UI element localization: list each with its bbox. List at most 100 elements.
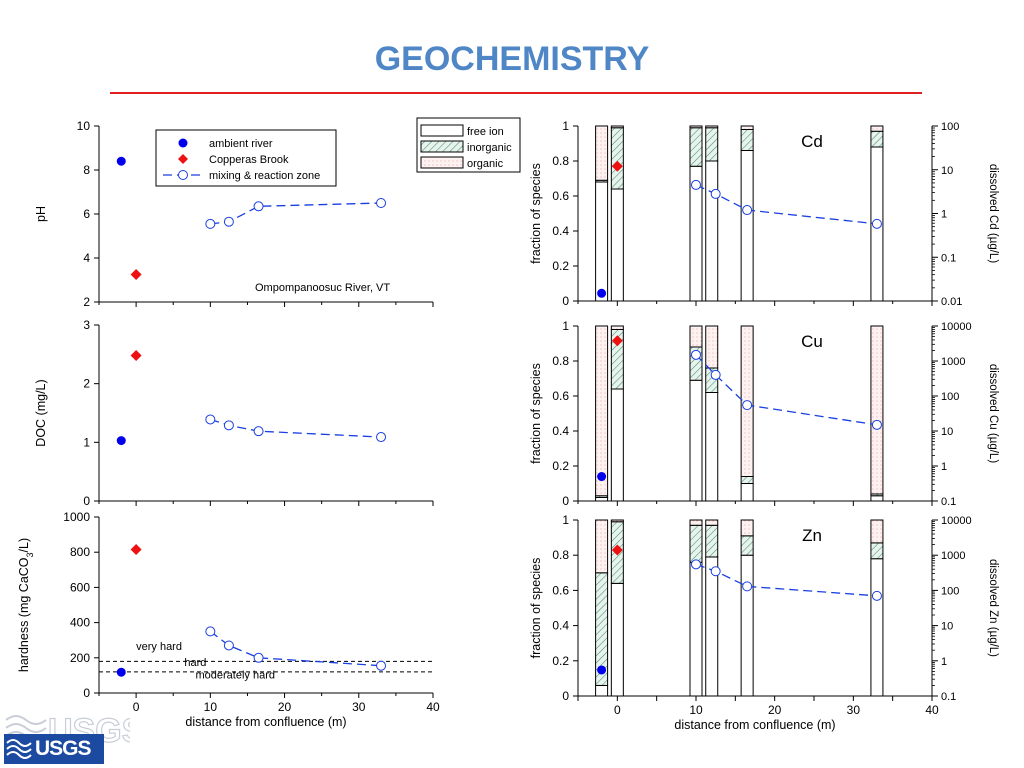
y-tick-label: 0 bbox=[562, 689, 569, 703]
y-tick-label: 0 bbox=[83, 494, 90, 508]
legend-ambient-marker bbox=[178, 138, 188, 148]
bar-segment-organic bbox=[610, 519, 624, 523]
element-label: Zn bbox=[802, 526, 822, 545]
y-tick-label: 200 bbox=[70, 651, 90, 665]
usgs-logo-text: USGS bbox=[35, 737, 92, 760]
bar-segment-organic bbox=[689, 325, 703, 348]
legend-label: Copperas Brook bbox=[209, 154, 289, 166]
x-axis-label: distance from confluence (m) bbox=[674, 718, 835, 732]
point-mixing-zone bbox=[223, 420, 234, 431]
y-tick-label: 0 bbox=[83, 686, 90, 700]
y-tick-label: 400 bbox=[70, 616, 90, 630]
y-right-tick-label: 0.1 bbox=[941, 496, 956, 508]
y-tick-label: 2 bbox=[83, 295, 90, 309]
y-right-tick-label: 10 bbox=[941, 165, 953, 177]
bar-segment-free-ion bbox=[870, 495, 884, 502]
bar-segment-inorganic bbox=[689, 524, 703, 563]
y-right-tick-label: 100 bbox=[941, 585, 959, 597]
y-tick-label: 0.6 bbox=[552, 189, 569, 203]
bar-segment-organic bbox=[870, 325, 884, 495]
x-tick-label: 40 bbox=[426, 700, 440, 714]
point-mixing-zone bbox=[376, 660, 387, 671]
y-right-tick-label: 1 bbox=[941, 656, 947, 668]
species-bar bbox=[870, 519, 884, 697]
species-panel-cu: 0 0.2 0.4 0.6 0.8 1 fraction of species 0.1 1 10 1… bbox=[529, 319, 999, 508]
y-tick-label: 0.4 bbox=[552, 619, 569, 633]
y-right-tick-label: 10000 bbox=[941, 321, 972, 333]
y-tick-label: 1 bbox=[83, 435, 90, 449]
bar-segment-free-ion bbox=[740, 150, 754, 302]
x-tick-label: 0 bbox=[614, 703, 621, 717]
point-mixing-zone bbox=[710, 188, 721, 199]
y-axis-label: fraction of species bbox=[529, 558, 543, 659]
slide-title: GEOCHEMISTRY bbox=[374, 40, 650, 78]
y-tick-label: 600 bbox=[70, 580, 90, 594]
species-legend-swatch bbox=[420, 156, 464, 169]
bar-segment-inorganic bbox=[705, 524, 719, 558]
point-mixing-zone bbox=[871, 218, 882, 229]
y-tick-label: 8 bbox=[83, 163, 90, 177]
bar-segment-inorganic bbox=[705, 127, 719, 162]
y-tick-label: 6 bbox=[83, 207, 90, 221]
bar-segment-free-ion bbox=[689, 561, 703, 697]
species-bar bbox=[705, 125, 719, 302]
point-ambient-river bbox=[597, 288, 607, 298]
bar-segment-organic bbox=[705, 125, 719, 129]
y-right-tick-label: 10 bbox=[941, 426, 953, 438]
hardness-class-label: moderately hard bbox=[195, 669, 275, 681]
x-tick-label: 10 bbox=[689, 703, 703, 717]
x-tick-label: 40 bbox=[925, 703, 939, 717]
bar-segment-inorganic bbox=[870, 130, 884, 148]
y-tick-label: 0.8 bbox=[552, 354, 569, 368]
point-copperas-brook bbox=[611, 160, 623, 172]
bar-segment-free-ion bbox=[740, 483, 754, 502]
legend-label: ambient river bbox=[209, 138, 273, 150]
point-mixing-zone bbox=[205, 218, 216, 229]
point-ambient-river bbox=[597, 665, 607, 675]
species-bar bbox=[705, 325, 719, 502]
y-tick-label: 0 bbox=[562, 294, 569, 308]
species-legend-label: free ion bbox=[467, 126, 504, 138]
y-tick-label: 2 bbox=[83, 377, 90, 391]
series-line-mixing bbox=[695, 184, 878, 225]
y-axis-label-part: /L) bbox=[17, 538, 31, 553]
bar-segment-organic bbox=[610, 125, 624, 129]
y-axis-label: fraction of species bbox=[529, 363, 543, 464]
point-mixing-zone bbox=[253, 201, 264, 212]
legend-brook-marker bbox=[178, 154, 188, 164]
y-tick-label: 1 bbox=[562, 513, 569, 527]
point-copperas-brook bbox=[611, 335, 623, 347]
point-mixing-zone bbox=[253, 652, 264, 663]
point-mixing-zone bbox=[871, 590, 882, 601]
y-tick-label: 1 bbox=[562, 319, 569, 333]
left-panel-1: 0 1 2 3 DOC (mg/L) bbox=[34, 318, 434, 508]
bar-segment-free-ion bbox=[595, 181, 609, 302]
y-right-tick-label: 1000 bbox=[941, 550, 965, 562]
point-mixing-zone bbox=[742, 581, 753, 592]
point-mixing-zone bbox=[710, 369, 721, 380]
y-axis-right-label: dissolved Cu (µg/L) bbox=[987, 364, 999, 463]
y-right-tick-label: 1000 bbox=[941, 356, 965, 368]
y-tick-label: 800 bbox=[70, 545, 90, 559]
point-ambient-river bbox=[597, 472, 607, 482]
bar-segment-free-ion bbox=[610, 582, 624, 697]
y-tick-label: 1000 bbox=[63, 510, 90, 524]
y-tick-label: 0.2 bbox=[552, 459, 569, 473]
bar-segment-inorganic bbox=[610, 127, 624, 190]
point-mixing-zone bbox=[205, 414, 216, 425]
bar-segment-organic bbox=[595, 325, 609, 497]
y-axis-right-label: dissolved Cd (µg/L) bbox=[987, 164, 999, 263]
element-label: Cu bbox=[801, 332, 823, 351]
series-line-mixing bbox=[210, 418, 382, 438]
point-mixing-zone bbox=[376, 198, 387, 208]
species-bar bbox=[595, 519, 609, 697]
point-mixing-zone bbox=[691, 179, 701, 190]
point-mixing-zone bbox=[742, 205, 753, 216]
bar-segment-organic bbox=[740, 519, 754, 537]
bar-segment-organic bbox=[870, 519, 884, 544]
x-axis-label: distance from confluence (m) bbox=[185, 715, 346, 729]
left-panel-0: 2 4 6 8 10 pH Ompompanoosuc River, VT ambient r… bbox=[34, 119, 434, 309]
point-ambient-river bbox=[116, 156, 126, 166]
bar-segment-organic bbox=[610, 325, 624, 330]
